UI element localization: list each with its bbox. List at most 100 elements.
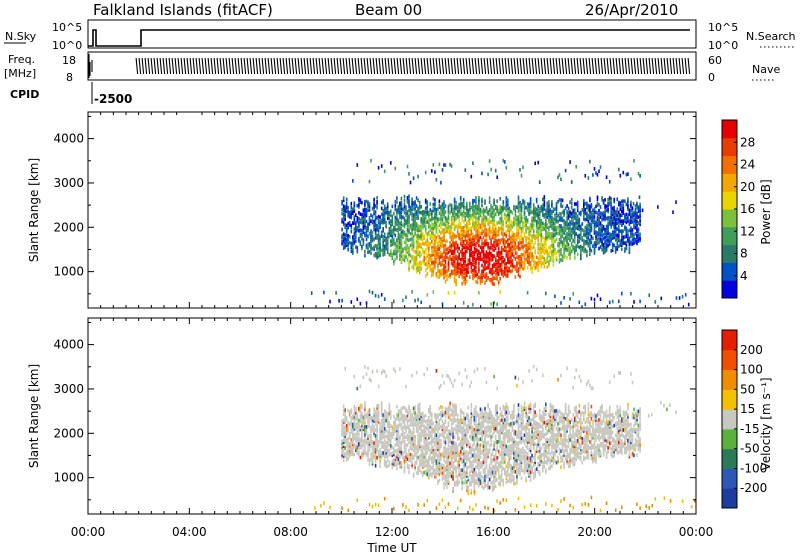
- velocity-cell: [428, 433, 430, 438]
- power-cell: [601, 233, 603, 238]
- power-cell: [529, 209, 532, 213]
- power-cell: [637, 239, 640, 243]
- power-cell: [601, 239, 603, 244]
- power-cell: [444, 218, 447, 222]
- power-cell: [390, 225, 392, 229]
- velocity-cell: [450, 440, 453, 445]
- power-cell: [481, 227, 483, 232]
- power-cell: [587, 223, 590, 228]
- power-cell: [344, 205, 346, 209]
- power-cell: [548, 228, 550, 232]
- velocity-cell: [405, 447, 407, 451]
- power-cell: [342, 204, 345, 208]
- power-cell: [440, 241, 442, 245]
- power-cell: [399, 201, 401, 206]
- velocity-cell: [459, 456, 462, 460]
- power-cell: [490, 206, 492, 210]
- power-cell: [507, 274, 509, 278]
- power-cell: [440, 253, 442, 257]
- velocity-cell: [462, 451, 465, 455]
- velocity-cell: [452, 445, 454, 449]
- velocity-cell: [417, 403, 419, 408]
- velocity-cell: [373, 407, 375, 411]
- power-cell: [388, 226, 391, 231]
- power-cell: [458, 252, 460, 257]
- velocity-cell: [400, 410, 403, 415]
- power-cell: [633, 233, 635, 237]
- velocity-cell: [373, 429, 375, 433]
- power-cell: [386, 242, 389, 246]
- velocity-cell: [437, 469, 439, 474]
- velocity-cell: [403, 459, 406, 464]
- velocity-cell: [455, 412, 457, 417]
- power-cell: [519, 258, 521, 263]
- power-cell: [475, 265, 477, 270]
- velocity-cell: [393, 430, 395, 435]
- velocity-cell: [423, 444, 425, 449]
- power-cell: [362, 230, 365, 234]
- power-cell: [619, 229, 622, 233]
- velocity-cell: [437, 465, 439, 470]
- velocity-cell: [402, 417, 404, 422]
- power-cell: [434, 252, 436, 256]
- velocity-cell: [412, 430, 415, 435]
- power-cell: [558, 228, 561, 232]
- power-cell: [537, 212, 539, 217]
- power-cell: [446, 273, 448, 277]
- power-cell: [598, 212, 600, 217]
- power-cell: [497, 268, 500, 273]
- power-cell: [549, 212, 552, 216]
- velocity-cell: [453, 427, 456, 431]
- velocity-cell: [447, 471, 450, 475]
- velocity-cell: [377, 414, 380, 418]
- power-cell: [523, 210, 526, 214]
- power-cell: [558, 250, 561, 254]
- power-cell: [613, 235, 615, 240]
- velocity-cell: [446, 449, 448, 454]
- power-cell: [402, 215, 404, 220]
- power-cell: [476, 224, 479, 229]
- power-cell: [622, 207, 625, 211]
- power-cell: [469, 207, 471, 212]
- power-cell: [542, 225, 544, 230]
- power-cell: [545, 258, 547, 263]
- power-cell: [586, 201, 588, 206]
- velocity-cell: [438, 464, 441, 469]
- power-cell: [412, 264, 415, 269]
- velocity-cell: [341, 445, 343, 449]
- power-cell: [566, 240, 568, 244]
- velocity-cell: [432, 447, 435, 452]
- power-cell: [390, 219, 392, 223]
- velocity-cell: [438, 406, 441, 411]
- power-cell: [444, 163, 447, 167]
- velocity-cell: [421, 463, 424, 468]
- velocity-cell: [447, 475, 450, 479]
- power-cell: [496, 209, 498, 213]
- power-cell: [429, 224, 432, 228]
- power-cell: [476, 210, 479, 215]
- power-cell: [596, 223, 599, 227]
- velocity-cell: [405, 409, 407, 413]
- velocity-cell: [437, 413, 439, 418]
- power-cell: [563, 221, 565, 225]
- power-cell: [564, 222, 567, 227]
- power-cell: [353, 201, 356, 205]
- power-cell: [415, 258, 418, 262]
- power-cell: [567, 252, 570, 257]
- power-cell: [455, 272, 457, 277]
- power-cell: [625, 234, 628, 239]
- velocity-cell: [358, 418, 360, 423]
- power-cell: [488, 278, 491, 282]
- power-cell: [551, 257, 553, 262]
- power-cell: [455, 270, 457, 275]
- velocity-cell: [377, 418, 380, 422]
- power-cell: [531, 216, 533, 220]
- power-cell: [341, 298, 343, 303]
- power-cell: [455, 282, 457, 287]
- power-cell: [625, 212, 628, 217]
- power-cell: [630, 226, 632, 231]
- power-cell: [590, 226, 593, 231]
- power-cell: [459, 226, 462, 230]
- velocity-cell: [406, 433, 409, 437]
- power-cell: [616, 213, 619, 217]
